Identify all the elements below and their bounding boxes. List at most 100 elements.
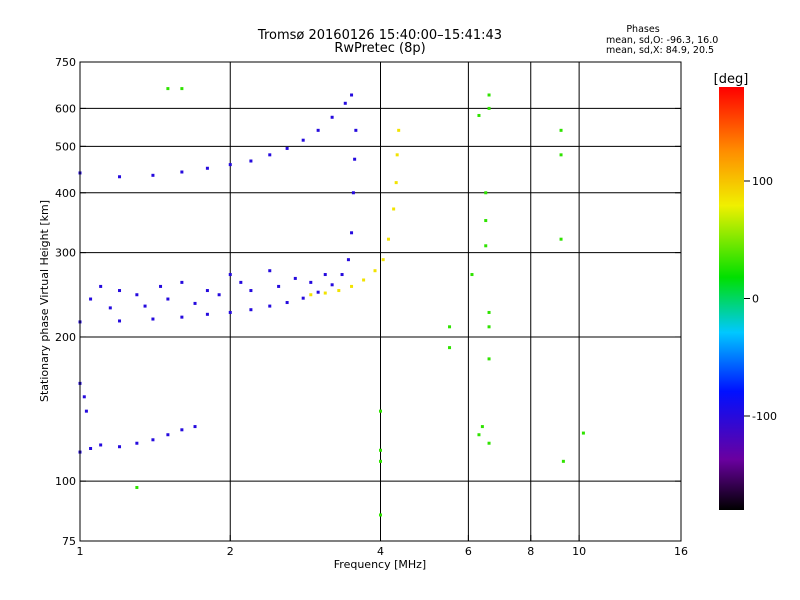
data-point xyxy=(379,513,382,517)
data-point xyxy=(561,459,565,463)
data-point xyxy=(228,163,232,167)
data-point xyxy=(337,289,341,293)
data-point xyxy=(301,296,305,300)
x-tick-label: 8 xyxy=(527,545,534,558)
data-point xyxy=(118,445,122,449)
data-point xyxy=(323,291,327,295)
data-point xyxy=(285,301,289,305)
data-point xyxy=(309,293,313,297)
data-point xyxy=(89,446,93,450)
data-point xyxy=(293,276,297,280)
colorbar-ticks: 100 0 -100 xyxy=(744,175,777,423)
data-point xyxy=(330,283,334,287)
y-tick-label: 500 xyxy=(55,140,76,153)
data-point xyxy=(239,280,243,284)
data-point xyxy=(108,306,112,310)
data-point xyxy=(346,258,350,262)
phase-stats-x: mean, sd,X: 84.9, 20.5 xyxy=(606,45,714,56)
data-point xyxy=(151,173,155,177)
y-tick-label: 100 xyxy=(55,475,76,488)
data-point xyxy=(118,319,122,323)
data-point xyxy=(386,237,390,241)
data-point xyxy=(350,284,354,288)
data-point xyxy=(487,325,491,329)
data-point xyxy=(249,308,253,312)
data-point xyxy=(193,301,197,305)
data-point xyxy=(193,425,197,429)
x-axis-label: Frequency [MHz] xyxy=(334,558,426,571)
data-point xyxy=(285,146,289,150)
data-point xyxy=(392,207,396,211)
data-point xyxy=(118,289,122,293)
data-point xyxy=(487,310,491,314)
data-point xyxy=(316,128,320,132)
x-tick-label: 16 xyxy=(674,545,688,558)
data-point xyxy=(135,441,139,445)
data-point xyxy=(180,87,184,91)
data-point xyxy=(379,409,382,413)
x-axis-ticks: 1 2 4 6 8 10 16 xyxy=(77,535,688,558)
data-point xyxy=(166,297,170,301)
data-point xyxy=(330,115,334,119)
data-point xyxy=(340,273,344,277)
y-tick-label: 750 xyxy=(55,56,76,69)
data-point xyxy=(82,395,86,399)
data-point xyxy=(354,128,358,132)
data-point xyxy=(477,113,481,117)
data-point xyxy=(205,166,209,170)
data-point xyxy=(353,157,357,161)
plot-grid xyxy=(80,62,681,541)
data-point xyxy=(135,293,139,297)
data-point xyxy=(217,293,221,297)
y-axis-label: Stationary phase Virtual Height [km] xyxy=(38,200,51,402)
data-point xyxy=(143,304,147,308)
data-point xyxy=(487,93,491,97)
data-point xyxy=(559,128,563,132)
data-point xyxy=(397,128,401,132)
data-point xyxy=(484,219,488,223)
data-point xyxy=(205,312,209,316)
data-point xyxy=(135,485,139,489)
y-tick-label: 600 xyxy=(55,102,76,115)
data-point xyxy=(180,428,184,432)
data-point xyxy=(487,106,491,110)
data-point xyxy=(309,280,313,284)
data-point xyxy=(205,289,209,293)
data-point xyxy=(487,441,491,445)
phases-heading: Phases xyxy=(626,24,659,35)
data-point xyxy=(228,310,232,314)
data-point xyxy=(180,170,184,174)
y-tick-label: 200 xyxy=(55,331,76,344)
data-point xyxy=(470,273,474,277)
data-point xyxy=(99,284,103,288)
data-point xyxy=(559,237,563,241)
x-tick-label: 10 xyxy=(572,545,586,558)
data-point xyxy=(89,297,93,301)
colorbar-tick-label: 0 xyxy=(752,293,759,306)
data-point xyxy=(159,284,163,288)
chart-subtitle: RwPretec (8p) xyxy=(334,41,425,56)
data-point xyxy=(301,138,305,142)
data-point xyxy=(394,181,398,185)
x-tick-label: 2 xyxy=(227,545,234,558)
colorbar xyxy=(719,87,744,510)
y-tick-label: 75 xyxy=(62,535,76,548)
x-tick-label: 1 xyxy=(77,545,84,558)
y-tick-label: 400 xyxy=(55,187,76,200)
data-point xyxy=(581,431,585,435)
data-point xyxy=(166,433,170,437)
data-point xyxy=(559,153,563,157)
x-tick-label: 6 xyxy=(465,545,472,558)
data-point xyxy=(228,273,232,277)
data-point xyxy=(448,346,452,350)
colorbar-unit: [deg] xyxy=(714,72,749,87)
data-point xyxy=(316,290,320,294)
data-point xyxy=(343,101,347,105)
phase-stats-o: mean, sd,O: -96.3, 16.0 xyxy=(606,35,718,46)
data-point xyxy=(268,304,272,308)
data-point xyxy=(268,153,272,157)
data-point xyxy=(448,325,452,329)
data-points xyxy=(78,87,585,517)
data-point xyxy=(249,159,253,163)
